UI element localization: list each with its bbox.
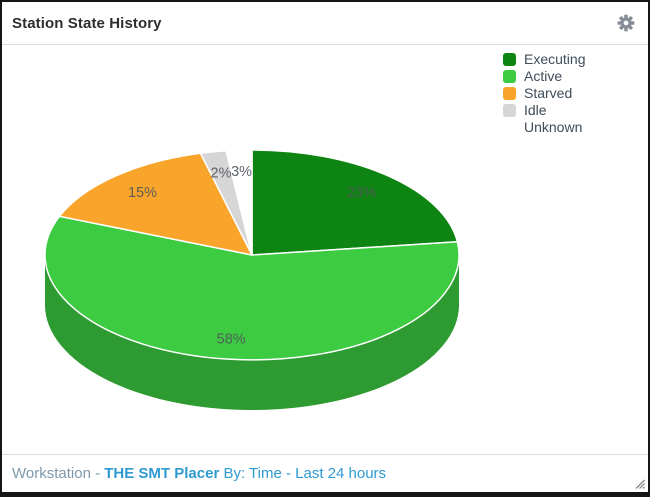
legend-swatch: [503, 103, 516, 117]
pie-slice-active[interactable]: [44, 215, 460, 361]
legend-item-executing: Executing: [503, 51, 585, 67]
widget-footer: Workstation - THE SMT Placer By: Time - …: [2, 454, 648, 492]
gear-icon: [617, 14, 635, 32]
legend-swatch: [503, 69, 516, 83]
footer-filter-text: By: Time - Last 24 hours: [219, 465, 387, 482]
pie-side-active: [45, 255, 459, 410]
widget-title: Station State History: [12, 14, 162, 32]
chart-legend: Executing Active Starved Idle Unknown: [503, 51, 585, 135]
pie-slice-unknown[interactable]: [225, 149, 253, 256]
legend-label: Executing: [524, 51, 586, 67]
pie-label-idle: 2%: [211, 166, 232, 182]
settings-button[interactable]: [616, 13, 636, 33]
legend-item-idle: Idle: [503, 102, 585, 118]
pie-label-executing: 23%: [347, 185, 376, 201]
pie-slice-executing[interactable]: [251, 149, 459, 256]
widget-header: Station State History: [2, 2, 648, 45]
footer-workstation-label: Workstation -: [12, 465, 105, 482]
footer-station-name: THE SMT Placer: [104, 465, 220, 482]
pie-slice-starved[interactable]: [58, 152, 253, 256]
resize-handle-icon[interactable]: [632, 476, 645, 489]
legend-swatch: [503, 86, 516, 100]
legend-item-active: Active: [503, 68, 585, 84]
legend-label: Idle: [524, 102, 547, 118]
pie-label-active: 58%: [217, 331, 246, 347]
legend-swatch: [503, 120, 516, 134]
pie-label-starved: 15%: [128, 185, 157, 201]
pie-label-unknown: 3%: [231, 164, 252, 180]
legend-swatch: [503, 52, 516, 66]
legend-item-starved: Starved: [503, 85, 585, 101]
legend-label: Unknown: [524, 119, 583, 135]
legend-label: Active: [524, 68, 563, 84]
legend-item-unknown: Unknown: [503, 119, 585, 135]
legend-label: Starved: [524, 85, 573, 101]
